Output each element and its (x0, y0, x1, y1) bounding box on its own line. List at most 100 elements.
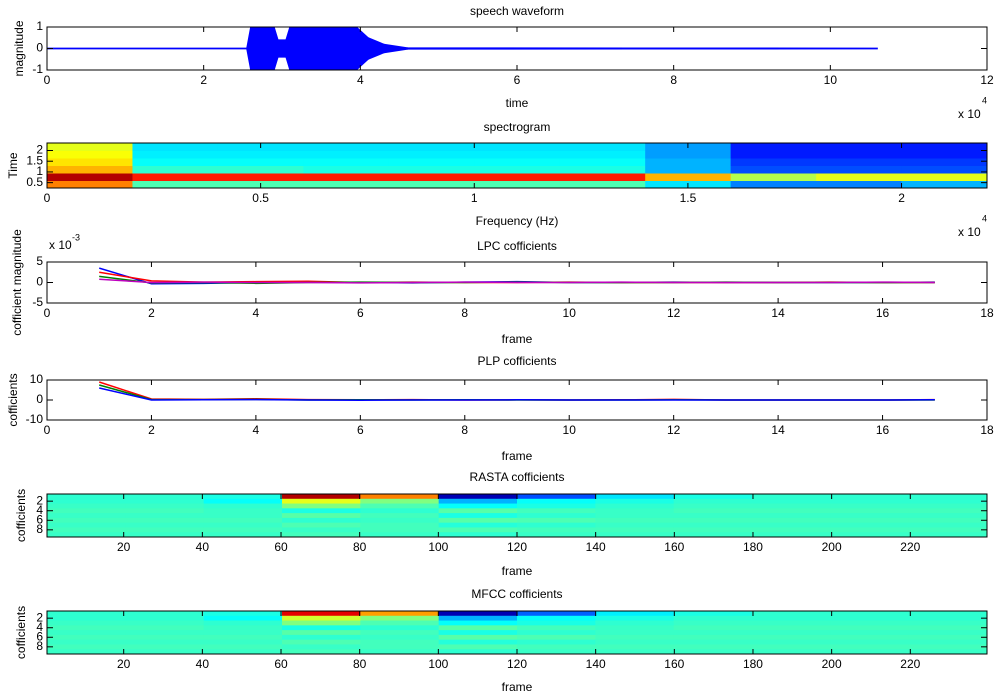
heatmap-cell (47, 504, 126, 509)
heatmap-cell (439, 611, 518, 616)
heatmap-cell (204, 504, 283, 509)
heatmap-cell (303, 166, 389, 174)
subplot-title: speech waveform (470, 4, 564, 18)
x-exponent: 4 (982, 213, 987, 223)
heatmap-cell (282, 640, 361, 645)
heatmap-cell (909, 518, 988, 523)
y-tick-label: -1 (32, 62, 43, 76)
heatmap-cell (674, 616, 753, 621)
x-tick-label: 140 (586, 657, 606, 671)
x-tick-label: 2 (148, 306, 155, 320)
x-tick-label: 12 (667, 306, 681, 320)
heatmap-cell (389, 173, 475, 181)
heatmap-cell (204, 523, 283, 528)
heatmap-cell (830, 518, 909, 523)
heatmap-cell (439, 625, 518, 630)
y-tick-label: 2 (36, 143, 43, 157)
x-tick-label: 200 (822, 540, 842, 554)
heatmap-cell (47, 518, 126, 523)
heatmap-cell (909, 630, 988, 635)
heatmap-cell (125, 518, 204, 523)
heatmap-cell (218, 158, 304, 166)
heatmap-cell (47, 625, 126, 630)
y-tick-label: 10 (30, 372, 44, 386)
heatmap-cell (474, 173, 560, 181)
heatmap-cell (752, 616, 831, 621)
subplot-title: spectrogram (484, 120, 551, 134)
heatmap-cell (47, 143, 133, 151)
heatmap-cell (204, 621, 283, 626)
heatmap-cell (218, 173, 304, 181)
x-tick-label: 160 (664, 540, 684, 554)
x-axis-label: Frequency (Hz) (476, 214, 559, 228)
heatmap-cell (517, 630, 596, 635)
heatmap-cell (595, 518, 674, 523)
heatmap-cell (204, 611, 283, 616)
heatmap-cell (674, 527, 753, 532)
x-tick-label: 12 (667, 423, 681, 437)
heatmap-cell (439, 630, 518, 635)
x-tick-label: 140 (586, 540, 606, 554)
x-tick-label: 4 (253, 306, 260, 320)
heatmap-cell (47, 630, 126, 635)
heatmap-cell (439, 508, 518, 513)
heatmap-cell (517, 616, 596, 621)
heatmap-cell (439, 523, 518, 528)
heatmap-cell (816, 143, 902, 151)
heatmap-cell (47, 494, 126, 499)
heatmap-cell (909, 644, 988, 649)
heatmap-cell (360, 523, 439, 528)
y-tick-label: 0 (36, 41, 43, 55)
y-axis-label: cofficient magnitude (10, 229, 24, 336)
x-exponent: 4 (982, 95, 987, 105)
heatmap-cell (560, 173, 646, 181)
x-tick-label: 80 (353, 540, 367, 554)
heatmap-cell (674, 621, 753, 626)
heatmap-cell (125, 644, 204, 649)
heatmap-cell (389, 181, 475, 189)
heatmap-cell (816, 151, 902, 159)
heatmap-cell (645, 173, 731, 181)
x-tick-label: 20 (117, 657, 131, 671)
x-tick-label: 200 (822, 657, 842, 671)
heatmap-cell (439, 527, 518, 532)
heatmap-cell (731, 166, 817, 174)
heatmap-cell (674, 494, 753, 499)
heatmap-cell (303, 173, 389, 181)
heatmap-cell (125, 625, 204, 630)
heatmap-cell (902, 158, 988, 166)
heatmap-cell (47, 621, 126, 626)
heatmap-cell (204, 494, 283, 499)
heatmap-cell (595, 513, 674, 518)
x-tick-label: 18 (980, 306, 994, 320)
heatmap-cell (517, 621, 596, 626)
heatmap-cell (360, 630, 439, 635)
heatmap-cell (752, 644, 831, 649)
heatmap-cell (282, 523, 361, 528)
heatmap-cell (47, 611, 126, 616)
heatmap-cell (360, 644, 439, 649)
heatmap-cell (517, 518, 596, 523)
heatmap-cell (47, 499, 126, 504)
heatmap-cell (517, 611, 596, 616)
subplot-title: MFCC cofficients (471, 587, 562, 601)
plot-area (47, 611, 988, 655)
heatmap-cell (125, 616, 204, 621)
heatmap-cell (282, 494, 361, 499)
heatmap-cell (47, 635, 126, 640)
x-tick-label: 12 (980, 73, 994, 87)
heatmap-cell (282, 644, 361, 649)
heatmap-cell (282, 508, 361, 513)
y-multiplier: x 10 (49, 238, 72, 252)
heatmap-cell (909, 527, 988, 532)
heatmap-cell (909, 513, 988, 518)
x-tick-label: 0 (44, 306, 51, 320)
heatmap-cell (282, 611, 361, 616)
x-multiplier: x 10 (958, 225, 981, 239)
heatmap-cell (47, 644, 126, 649)
heatmap-cell (674, 644, 753, 649)
heatmap-cell (830, 527, 909, 532)
